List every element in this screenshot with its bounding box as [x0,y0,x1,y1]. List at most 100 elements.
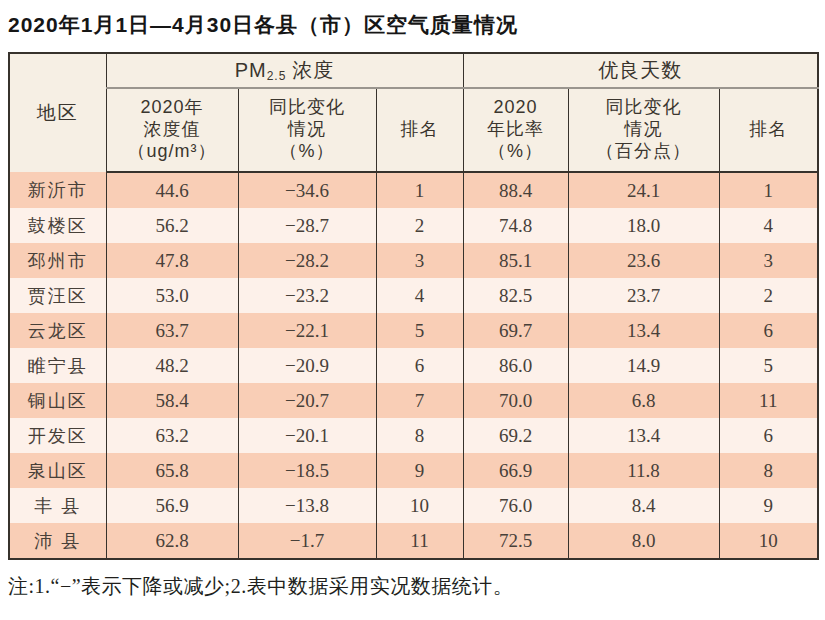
pm-value-cell: 65.8 [106,453,238,488]
good-days-group-header: 优良天数 [463,53,818,88]
table-row: 丰 县 56.9 −13.8 10 76.0 8.4 9 [9,488,818,523]
table-row: 沛 县 62.8 −1.7 11 72.5 8.0 10 [9,523,818,559]
ratio-rank-cell: 8 [719,453,818,488]
air-quality-report-page: 2020年1月1日—4月30日各县（市）区空气质量情况 地区 PM2.5浓度 优… [0,0,825,620]
ratio-cell: 86.0 [463,348,568,383]
ratio-rank-cell: 11 [719,383,818,418]
pm25-group-header: PM2.5 浓度 [106,53,463,88]
ratio-change-cell: 6.8 [568,383,719,418]
pm-change-cell: −28.2 [238,243,376,278]
ratio-cell: 76.0 [463,488,568,523]
pm25-label-suffix: 浓度 [292,59,334,81]
pm-change-column-header: 同比变化 情况 （%） [238,88,376,172]
pm-value-cell: 56.9 [106,488,238,523]
ratio-rank-cell: 9 [719,488,818,523]
region-cell: 邳州市 [9,243,106,278]
ratio-rank-cell: 6 [719,313,818,348]
ratio-change-cell: 24.1 [568,172,719,208]
sub-header-row: 2020年 浓度值 （ug/m³） 同比变化 情况 （%） 排名 2020 年比… [9,88,818,172]
ratio-rank-cell: 2 [719,278,818,313]
ratio-rank-cell: 6 [719,418,818,453]
pm-rank-cell: 1 [376,172,463,208]
pm-rank-cell: 3 [376,243,463,278]
pm-change-cell: −23.2 [238,278,376,313]
ratio-cell: 85.1 [463,243,568,278]
region-cell: 丰 县 [9,488,106,523]
table-row: 新沂市 44.6 −34.6 1 88.4 24.1 1 [9,172,818,208]
pm-rank-cell: 8 [376,418,463,453]
pm-value-cell: 47.8 [106,243,238,278]
pm-change-cell: −1.7 [238,523,376,559]
pm-rank-cell: 4 [376,278,463,313]
ratio-cell: 70.0 [463,383,568,418]
region-cell: 新沂市 [9,172,106,208]
pm25-subscript: 2.5 [267,69,287,83]
pm-value-cell: 56.2 [106,208,238,243]
region-cell: 沛 县 [9,523,106,559]
page-title: 2020年1月1日—4月30日各县（市）区空气质量情况 [0,0,825,52]
ratio-cell: 69.7 [463,313,568,348]
ratio-change-cell: 8.0 [568,523,719,559]
ratio-cell: 72.5 [463,523,568,559]
pm-rank-column-header: 排名 [376,88,463,172]
region-cell: 开发区 [9,418,106,453]
ratio-change-cell: 13.4 [568,418,719,453]
region-cell: 贾汪区 [9,278,106,313]
pm-rank-cell: 9 [376,453,463,488]
table-body: 新沂市 44.6 −34.6 1 88.4 24.1 1 鼓楼区 56.2 −2… [9,172,818,559]
table-row: 泉山区 65.8 −18.5 9 66.9 11.8 8 [9,453,818,488]
ratio-change-cell: 23.7 [568,278,719,313]
ratio-change-cell: 14.9 [568,348,719,383]
table-header: 地区 PM2.5浓度 优良天数 2020年 浓度值 （ug/m³） 同比变化 情… [9,53,818,172]
region-cell: 铜山区 [9,383,106,418]
ratio-rank-cell: 3 [719,243,818,278]
pm25-label-prefix: PM [235,59,267,81]
ratio-rank-cell: 4 [719,208,818,243]
table-row: 睢宁县 48.2 −20.9 6 86.0 14.9 5 [9,348,818,383]
table-row: 鼓楼区 56.2 −28.7 2 74.8 18.0 4 [9,208,818,243]
region-cell: 鼓楼区 [9,208,106,243]
table-row: 贾汪区 53.0 −23.2 4 82.5 23.7 2 [9,278,818,313]
ratio-change-column-header: 同比变化 情况 （百分点） [568,88,719,172]
ratio-column-header: 2020 年比率 （%） [463,88,568,172]
ratio-change-cell: 13.4 [568,313,719,348]
pm-rank-cell: 2 [376,208,463,243]
group-header-row: 地区 PM2.5浓度 优良天数 [9,53,818,88]
pm-value-cell: 53.0 [106,278,238,313]
table-row: 邳州市 47.8 −28.2 3 85.1 23.6 3 [9,243,818,278]
table-row: 铜山区 58.4 −20.7 7 70.0 6.8 11 [9,383,818,418]
pm-change-cell: −13.8 [238,488,376,523]
pm-change-cell: −22.1 [238,313,376,348]
ratio-cell: 69.2 [463,418,568,453]
pm-rank-cell: 6 [376,348,463,383]
pm-value-cell: 48.2 [106,348,238,383]
pm-value-cell: 63.2 [106,418,238,453]
pm-change-cell: −20.7 [238,383,376,418]
ratio-cell: 88.4 [463,172,568,208]
table-row: 云龙区 63.7 −22.1 5 69.7 13.4 6 [9,313,818,348]
pm-value-cell: 62.8 [106,523,238,559]
table-row: 开发区 63.2 −20.1 8 69.2 13.4 6 [9,418,818,453]
pm-rank-cell: 7 [376,383,463,418]
pm-value-cell: 58.4 [106,383,238,418]
pm-rank-cell: 10 [376,488,463,523]
pm-rank-cell: 11 [376,523,463,559]
pm-change-cell: −34.6 [238,172,376,208]
ratio-change-cell: 23.6 [568,243,719,278]
ratio-cell: 82.5 [463,278,568,313]
pm-value-cell: 44.6 [106,172,238,208]
pm-value-column-header: 2020年 浓度值 （ug/m³） [106,88,238,172]
pm-change-cell: −20.1 [238,418,376,453]
pm-rank-cell: 5 [376,313,463,348]
ratio-cell: 74.8 [463,208,568,243]
ratio-change-cell: 11.8 [568,453,719,488]
region-cell: 云龙区 [9,313,106,348]
pm-change-cell: −28.7 [238,208,376,243]
table-footnote: 注:1.“−”表示下降或减少;2.表中数据采用实况数据统计。 [8,573,825,600]
ratio-rank-cell: 1 [719,172,818,208]
ratio-cell: 66.9 [463,453,568,488]
region-cell: 睢宁县 [9,348,106,383]
ratio-change-cell: 8.4 [568,488,719,523]
pm-value-cell: 63.7 [106,313,238,348]
ratio-change-cell: 18.0 [568,208,719,243]
